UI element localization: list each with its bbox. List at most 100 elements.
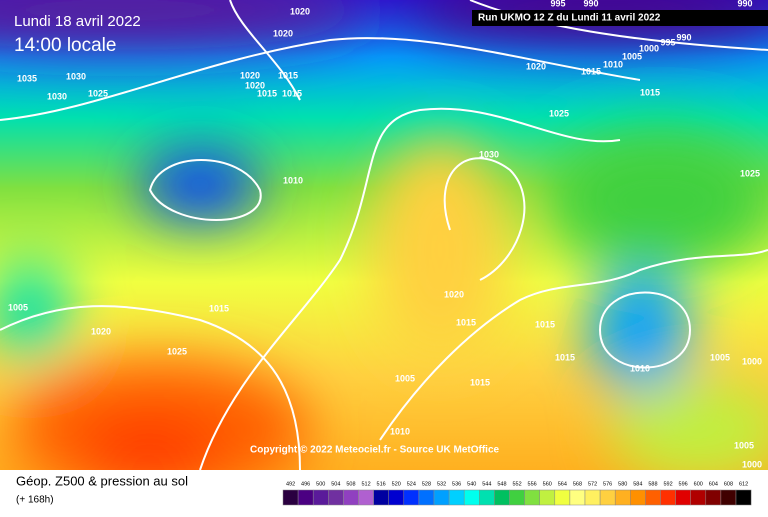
scale-swatch [418,489,435,506]
isobar-label: 1015 [456,317,476,327]
scale-label: 532 [437,481,446,487]
scale-label: 512 [361,481,370,487]
isobar-label: 1015 [278,70,298,80]
scale-label: 572 [588,481,597,487]
run-text: Run UKMO 12 Z du Lundi 11 avril 2022 [478,13,661,24]
scale-label: 592 [663,481,672,487]
scale-swatch [569,489,586,506]
isobar-label: 1010 [283,175,303,185]
isobars [0,0,768,470]
scale-swatch [645,489,661,506]
scale-label: 524 [407,481,416,487]
scale-label: 528 [422,481,431,487]
isobar-label: 1000 [639,43,659,53]
scale-label: 504 [331,481,340,487]
scale-label: 580 [618,481,627,487]
scale-swatch [403,489,420,506]
isobar-label: 1025 [740,168,760,178]
isobar-label: 1015 [470,377,490,387]
scale-swatch [388,489,405,506]
footer-subtitle: (+ 168h) [16,495,54,506]
scale-label: 544 [482,481,491,487]
scale-label: 552 [512,481,521,487]
scale-swatch [373,489,389,506]
isobar-label: 1030 [479,149,499,159]
isobar-label: 1025 [88,88,108,98]
scale-label: 584 [633,481,642,487]
scale-label: 608 [724,481,733,487]
isobar-label: 1015 [581,66,601,76]
scale-label: 600 [694,481,703,487]
scale-swatch [297,489,314,506]
scale-label: 548 [497,481,506,487]
scale-label: 596 [679,481,688,487]
scale-label: 568 [573,481,582,487]
isobar-label: 1010 [390,426,410,436]
isobar-label: 1015 [282,88,302,98]
scale-label: 560 [543,481,552,487]
scale-swatch [282,489,299,506]
scale-swatch [494,489,510,506]
scale-label: 612 [739,481,748,487]
scale-swatch [539,489,556,506]
scale-swatch [448,489,465,506]
isobar-label: 1020 [245,80,265,90]
scale-swatch [312,489,329,506]
scale-swatch [614,489,631,506]
isobar-label: 1025 [549,108,569,118]
scale-swatch [720,489,737,506]
scale-swatch [675,489,691,506]
scale-swatch [690,489,707,506]
scale-label: 492 [286,481,295,487]
isobar-label: 1030 [47,91,67,101]
scale-swatch [479,489,495,506]
isobar-label: 1005 [710,352,730,362]
scale-label: 540 [467,481,476,487]
scale-label: 500 [316,481,325,487]
isobar-label: 1005 [395,373,415,383]
footer-title: Géop. Z500 & pression au sol [16,473,188,488]
scale-swatch [509,489,525,506]
isobar-label: 990 [583,0,598,8]
scale-swatch [705,489,722,506]
isobar-label: 1030 [66,71,86,81]
scale-label: 520 [392,481,401,487]
scale-swatch [660,489,676,506]
isobar-label: 1005 [622,51,642,61]
scale-swatch [630,489,646,506]
isobar-label: 1035 [17,73,37,83]
scale-swatch [463,489,480,506]
scale-label: 508 [346,481,355,487]
scale-label: 556 [528,481,537,487]
scale-label: 536 [452,481,461,487]
scale-label: 564 [558,481,567,487]
scale-label: 576 [603,481,612,487]
isobar-label: 1015 [257,88,277,98]
isobar-label: 990 [676,32,691,42]
isobar-label: 1020 [91,326,111,336]
isobar-label: 1020 [444,289,464,299]
isobar-label: 1010 [630,363,650,373]
scale-swatch [328,489,344,506]
isobar-label: 1015 [555,352,575,362]
isobar-label: 1005 [8,302,28,312]
scale-label: 604 [709,481,718,487]
isobar-label: 1005 [734,440,754,450]
isobar-label: 995 [660,37,675,47]
isobar-label: 1010 [603,59,623,69]
color-scale: 492 496 500 504 508 512 516 520 524 528 532 536 540 5… [282,481,752,506]
scale-swatch [584,489,601,506]
copyright: Copyright © 2022 Meteociel.fr - Source U… [250,445,500,456]
map-field [0,0,768,470]
run-banner [472,10,768,26]
isobar-label: 1000 [742,356,762,366]
isobar-label: 1015 [640,87,660,97]
scale-swatch [433,489,450,506]
isobar-label: 1020 [240,70,260,80]
scale-swatch [524,489,540,506]
isobar-label: 995 [550,0,565,8]
isobar-label: 1000 [742,459,762,469]
date-text: Lundi 18 avril 2022 [14,13,141,30]
